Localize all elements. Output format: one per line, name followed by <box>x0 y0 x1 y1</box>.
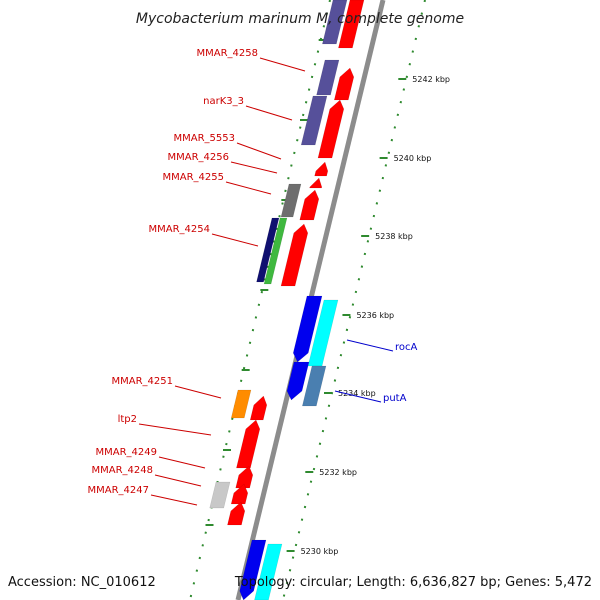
label-leader-line <box>245 105 293 121</box>
gene-feature-narK3_3-cog[interactable] <box>300 95 328 146</box>
label-leader-line <box>236 142 282 160</box>
label-leader-line <box>334 390 382 403</box>
gene-feature-putA-cog[interactable] <box>302 365 327 407</box>
gene-label[interactable]: MMAR_4251 <box>112 376 174 387</box>
gene-feature-MMAR_4255-forward[interactable] <box>299 189 320 221</box>
label-leader-line <box>346 339 394 352</box>
gene-feature-MMAR_4255-cog[interactable] <box>280 183 302 218</box>
gene-feature-MMAR_4258-forward[interactable] <box>333 67 355 101</box>
tick-line-inner-right <box>282 0 426 600</box>
label-leader-line <box>211 233 259 247</box>
gene-label[interactable]: MMAR_4247 <box>88 485 150 496</box>
gene-feature-MMAR_4251-forward[interactable] <box>249 395 268 421</box>
gene-label[interactable]: MMAR_5553 <box>174 133 236 144</box>
gene-label[interactable]: MMAR_4255 <box>163 172 225 183</box>
gene-label[interactable]: narK3_3 <box>203 96 244 107</box>
gene-label[interactable]: MMAR_4248 <box>92 465 154 476</box>
accession-text: Accession: NC_010612 <box>8 575 156 590</box>
gene-feature-MMAR_4254-cog-green[interactable] <box>263 217 288 285</box>
scale-label: 5236 kbp <box>356 311 394 320</box>
gene-label[interactable]: putA <box>383 393 407 404</box>
gene-feature-MMAR_4254-forward[interactable] <box>280 223 309 287</box>
scale-label: 5240 kbp <box>394 154 432 163</box>
gene-label[interactable]: MMAR_4254 <box>149 224 211 235</box>
tick-layer: 5242 kbp 5240 kbp 5238 kbp 5236 kbp 5234 kbp… <box>189 0 450 600</box>
gene-feature-bottom-cog[interactable] <box>254 543 283 600</box>
gene-feature-MMAR_4248-forward[interactable] <box>230 483 249 505</box>
scale-label: 5230 kbp <box>301 547 339 556</box>
scale-label: 5232 kbp <box>319 468 357 477</box>
gene-feature-MMAR_5553-forward[interactable] <box>314 161 329 177</box>
genome-summary-text: Topology: circular; Length: 6,636,827 bp… <box>234 575 592 590</box>
label-layer: MMAR_4258 narK3_3 MMAR_5553 MMAR_4256 MMAR_4… <box>88 48 418 506</box>
label-leader-line <box>158 456 206 469</box>
scale-label: 5234 kbp <box>338 389 376 398</box>
label-leader-line <box>230 161 278 174</box>
gene-feature-ltp2-forward[interactable] <box>236 419 261 469</box>
label-leader-line <box>150 494 198 506</box>
gene-feature-rocA-reverse[interactable] <box>292 295 323 363</box>
gene-label[interactable]: rocA <box>395 342 418 353</box>
gene-feature-top-cog[interactable] <box>322 0 348 45</box>
gene-feature-putA-reverse[interactable] <box>286 361 310 401</box>
gene-feature-MMAR_4254-cog-navy[interactable] <box>256 217 280 283</box>
gene-feature-MMAR_4258-cog[interactable] <box>316 59 340 96</box>
gene-feature-MMAR_4256-forward[interactable] <box>309 177 323 189</box>
gene-feature-MMAR_4247-forward[interactable] <box>227 501 246 526</box>
gene-feature-top-forward[interactable] <box>338 0 365 49</box>
gene-feature-MMAR_4251-cog[interactable] <box>230 389 252 419</box>
gene-label[interactable]: MMAR_4256 <box>168 152 230 163</box>
label-leader-line <box>225 181 272 195</box>
gene-feature-bottom-reverse[interactable] <box>239 539 267 600</box>
label-leader-line <box>138 423 212 436</box>
label-leader-line <box>154 474 202 487</box>
feature-layer <box>209 0 365 600</box>
gene-label[interactable]: ltp2 <box>118 414 137 425</box>
label-leader-line <box>259 57 306 72</box>
map-title: Mycobacterium marinum M, complete genome <box>136 11 464 27</box>
gene-feature-narK3_3-forward[interactable] <box>317 99 345 159</box>
scale-label: 5238 kbp <box>375 232 413 241</box>
label-leader-line <box>174 385 222 399</box>
gene-label[interactable]: MMAR_4258 <box>197 48 259 59</box>
gene-label[interactable]: MMAR_4249 <box>96 447 158 458</box>
scale-label: 5242 kbp <box>412 75 450 84</box>
gene-feature-MMAR_4247-cog[interactable] <box>209 481 231 509</box>
